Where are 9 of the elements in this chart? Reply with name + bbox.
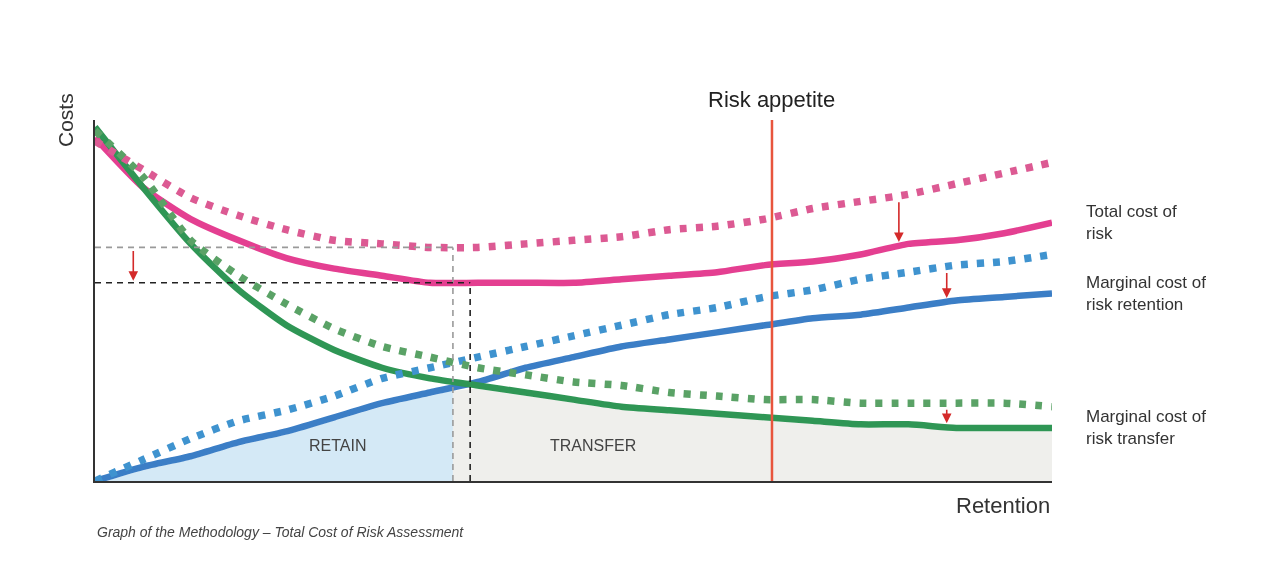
text: Graph of the Methodology – Total Cost of Risk Assessment	[97, 524, 465, 540]
text: Total cost of risk	[1086, 202, 1177, 244]
x-axis-title: Retention	[956, 493, 1051, 518]
text: Marginal cost of risk retention	[1086, 273, 1207, 315]
y-axis-title: Costs	[54, 93, 77, 147]
text: Marginal cost of risk transfer	[1086, 407, 1207, 449]
annotation: RETAIN	[309, 437, 367, 454]
text: Risk appetite	[708, 87, 836, 112]
annotation: TRANSFER	[550, 437, 637, 454]
